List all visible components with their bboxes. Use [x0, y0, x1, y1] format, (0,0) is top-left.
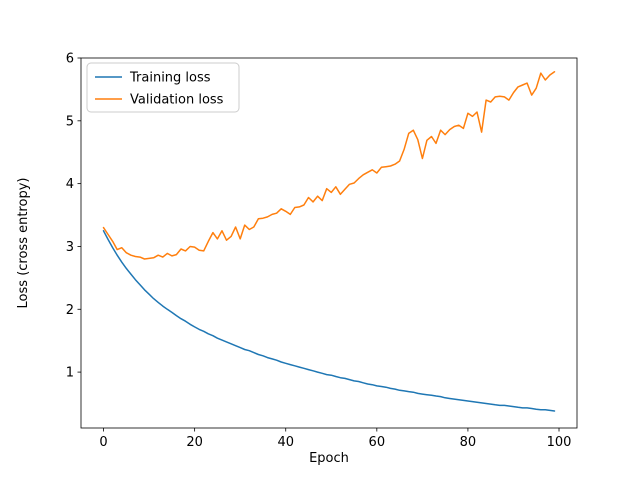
y-tick-label: 3: [66, 240, 74, 255]
y-ticks: 1 2 3 4 5 6: [66, 52, 81, 381]
y-tick-label: 2: [66, 303, 74, 318]
y-tick-label: 4: [66, 177, 74, 192]
x-tick-label: 40: [277, 435, 294, 450]
x-tick-label: 60: [369, 435, 386, 450]
x-axis-label: Epoch: [309, 451, 349, 466]
x-ticks: 0 20 40 60 80 100: [99, 428, 571, 450]
legend-box: [86, 62, 240, 113]
x-tick-label: 100: [547, 435, 572, 450]
series-lines: [102, 71, 556, 412]
legend: Training loss Validation loss: [86, 62, 240, 113]
y-tick-label: 6: [66, 52, 74, 67]
series-line-validation-loss: [102, 71, 556, 260]
legend-label-validation: Validation loss: [130, 93, 224, 108]
x-tick-label: 80: [460, 435, 477, 450]
y-axis-label: Loss (cross entropy): [16, 178, 31, 309]
y-tick-label: 1: [66, 366, 74, 381]
x-tick-label: 0: [99, 435, 107, 450]
x-tick-label: 20: [186, 435, 203, 450]
series-line-training-loss: [102, 230, 556, 412]
y-tick-label: 5: [66, 114, 74, 129]
legend-label-training: Training loss: [129, 71, 211, 86]
plot-area: [80, 57, 578, 429]
